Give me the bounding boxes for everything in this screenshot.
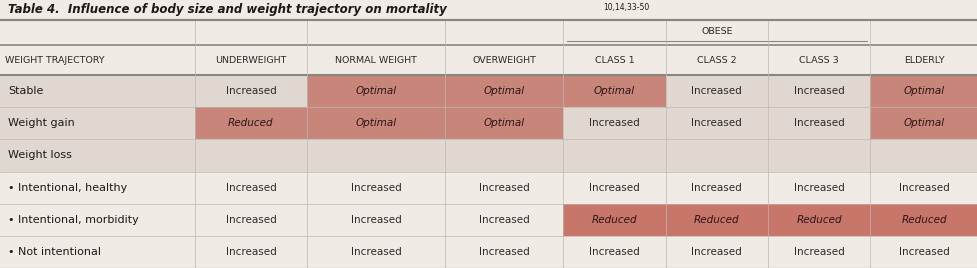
Text: OBESE: OBESE xyxy=(701,27,732,36)
Text: Increased: Increased xyxy=(226,215,276,225)
Bar xyxy=(194,107,307,139)
Text: Increased: Increased xyxy=(898,247,949,257)
Text: Increased: Increased xyxy=(351,247,402,257)
Text: UNDERWEIGHT: UNDERWEIGHT xyxy=(215,55,286,65)
Bar xyxy=(870,107,977,139)
Text: Optimal: Optimal xyxy=(484,118,525,128)
Text: Reduced: Reduced xyxy=(591,215,637,225)
Text: Optimal: Optimal xyxy=(484,86,525,96)
Bar xyxy=(0,172,977,204)
Bar xyxy=(563,204,665,236)
Text: Reduced: Reduced xyxy=(901,215,946,225)
Text: Increased: Increased xyxy=(479,247,530,257)
Text: Increased: Increased xyxy=(691,247,742,257)
Text: Increased: Increased xyxy=(588,118,639,128)
Text: Increased: Increased xyxy=(898,183,949,193)
Text: Increased: Increased xyxy=(588,183,639,193)
Text: Table 4.  Influence of body size and weight trajectory on mortality: Table 4. Influence of body size and weig… xyxy=(8,3,446,17)
Bar xyxy=(0,139,977,172)
Text: ELDERLY: ELDERLY xyxy=(903,55,944,65)
Text: 10,14,33-50: 10,14,33-50 xyxy=(603,3,649,12)
Text: Reduced: Reduced xyxy=(228,118,274,128)
Bar xyxy=(870,204,977,236)
Text: Increased: Increased xyxy=(691,118,742,128)
Text: Increased: Increased xyxy=(793,247,844,257)
Bar xyxy=(563,75,665,107)
Text: Increased: Increased xyxy=(351,183,402,193)
Bar xyxy=(0,75,977,107)
Text: Weight gain: Weight gain xyxy=(8,118,74,128)
Text: • Intentional, morbidity: • Intentional, morbidity xyxy=(8,215,139,225)
Text: Increased: Increased xyxy=(479,215,530,225)
Text: Increased: Increased xyxy=(479,183,530,193)
Text: Optimal: Optimal xyxy=(356,118,397,128)
Text: Increased: Increased xyxy=(226,86,276,96)
Bar xyxy=(665,204,767,236)
Text: Increased: Increased xyxy=(793,86,844,96)
Text: Increased: Increased xyxy=(226,183,276,193)
Bar xyxy=(445,75,563,107)
Text: Reduced: Reduced xyxy=(795,215,841,225)
Text: Optimal: Optimal xyxy=(903,86,944,96)
Text: Increased: Increased xyxy=(226,247,276,257)
Text: Increased: Increased xyxy=(351,215,402,225)
Bar xyxy=(307,107,445,139)
Text: CLASS 2: CLASS 2 xyxy=(697,55,736,65)
Bar xyxy=(767,204,870,236)
Text: Increased: Increased xyxy=(691,183,742,193)
Text: Optimal: Optimal xyxy=(903,118,944,128)
Text: Stable: Stable xyxy=(8,86,43,96)
Text: • Intentional, healthy: • Intentional, healthy xyxy=(8,183,127,193)
Bar xyxy=(0,45,977,75)
Text: Increased: Increased xyxy=(691,86,742,96)
Text: Reduced: Reduced xyxy=(694,215,739,225)
Bar xyxy=(870,75,977,107)
Text: CLASS 3: CLASS 3 xyxy=(798,55,838,65)
Bar xyxy=(0,20,977,45)
Text: CLASS 1: CLASS 1 xyxy=(594,55,634,65)
Text: WEIGHT TRAJECTORY: WEIGHT TRAJECTORY xyxy=(5,55,105,65)
Text: Optimal: Optimal xyxy=(356,86,397,96)
Bar xyxy=(445,107,563,139)
Text: Optimal: Optimal xyxy=(593,86,634,96)
Text: Weight loss: Weight loss xyxy=(8,150,71,161)
Text: OVERWEIGHT: OVERWEIGHT xyxy=(472,55,535,65)
Bar xyxy=(307,75,445,107)
Text: Increased: Increased xyxy=(793,118,844,128)
Text: • Not intentional: • Not intentional xyxy=(8,247,101,257)
Text: Increased: Increased xyxy=(588,247,639,257)
Bar xyxy=(0,236,977,268)
Text: NORMAL WEIGHT: NORMAL WEIGHT xyxy=(335,55,417,65)
Bar xyxy=(0,107,977,139)
Bar xyxy=(0,204,977,236)
Text: Increased: Increased xyxy=(793,183,844,193)
